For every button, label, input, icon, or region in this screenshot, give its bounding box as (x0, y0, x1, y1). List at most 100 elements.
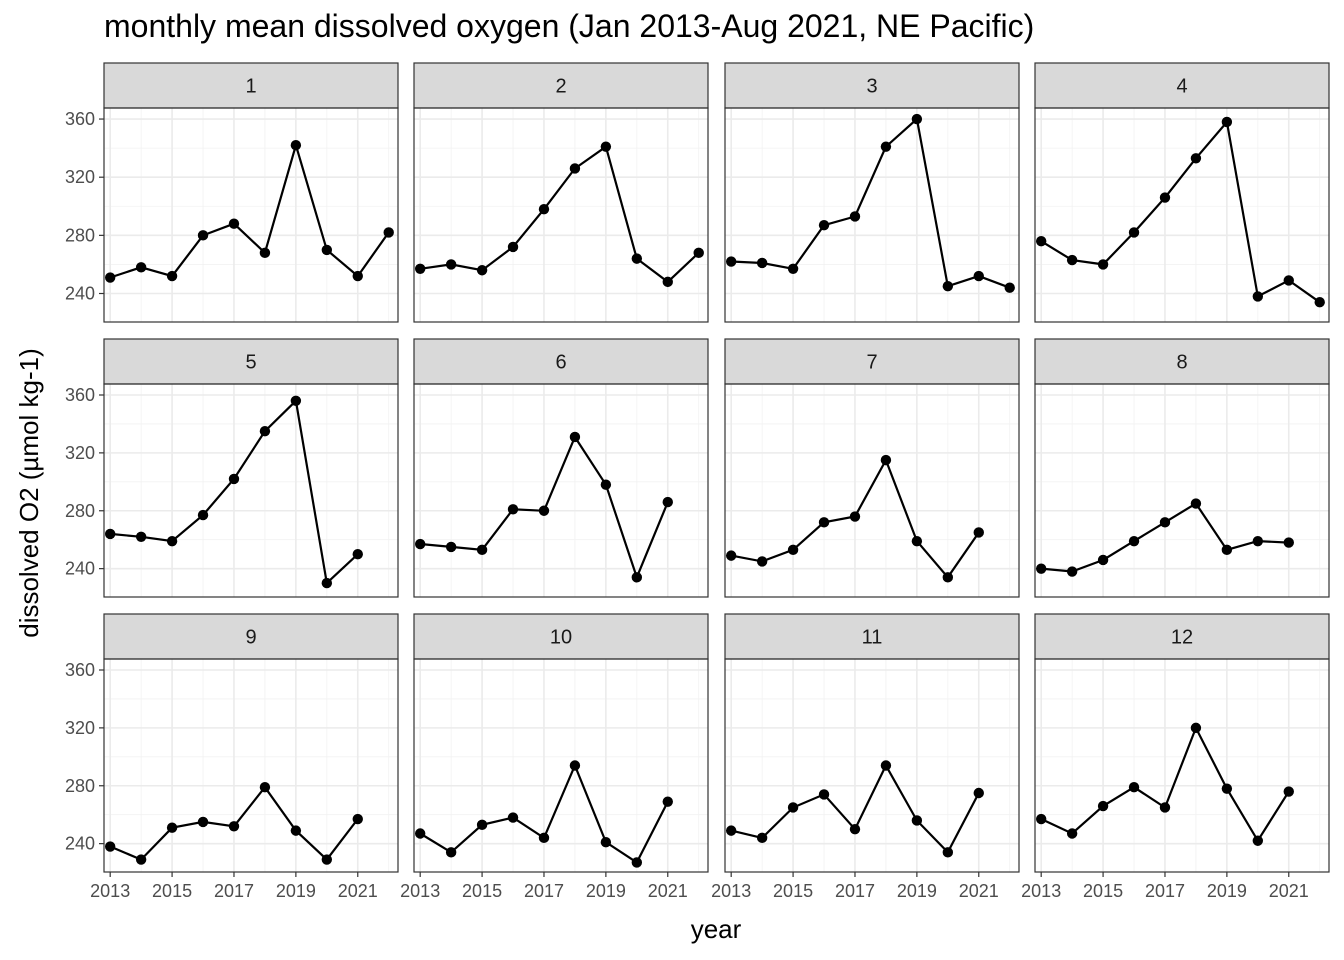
data-point (135, 262, 147, 273)
data-point (321, 854, 333, 865)
data-point (507, 241, 519, 253)
data-point (259, 782, 271, 793)
data-point (290, 140, 302, 151)
panel-background (1035, 108, 1329, 322)
data-point (228, 473, 240, 485)
facet-panel-10: 10 2013 2015 2017 2019 2021 (400, 613, 709, 901)
facet-strip (724, 62, 1020, 109)
data-point (631, 253, 643, 264)
data-point (662, 276, 673, 288)
facet-strip-label: 3 (866, 76, 877, 98)
panel-background (414, 108, 708, 322)
facet-panel-1: 1 240 280 320 360 (65, 62, 399, 323)
data-point (911, 535, 923, 547)
data-point (1066, 254, 1078, 266)
x-tick-label: 2015 (773, 881, 813, 901)
data-point (911, 113, 923, 125)
data-point (321, 577, 333, 589)
panel-background (1035, 384, 1329, 597)
data-point (197, 230, 209, 241)
x-axis-title: year (691, 914, 742, 944)
data-point (1128, 782, 1140, 793)
facet-strip-label: 1 (245, 76, 256, 98)
data-point (569, 760, 581, 771)
data-point (383, 227, 394, 238)
x-tick-label: 2021 (648, 881, 688, 901)
data-point (1190, 153, 1202, 164)
data-point (818, 219, 830, 231)
y-tick-label: 320 (65, 718, 95, 738)
data-point (787, 263, 799, 274)
data-point (352, 548, 363, 560)
facet-panel-12: 12 2013 2015 2017 2019 2021 (1021, 613, 1330, 901)
y-tick-label: 320 (65, 167, 95, 187)
facet-panel-11: 11 2013 2015 2017 2019 2021 (711, 613, 1020, 901)
panel-border (724, 107, 1020, 323)
data-point (414, 538, 426, 550)
data-point (600, 836, 612, 848)
data-point (352, 270, 363, 282)
facet-strip (413, 62, 709, 109)
facet-strip (1034, 62, 1330, 109)
facet-panel-6: 6 (413, 338, 709, 598)
panel-background (104, 659, 398, 872)
data-point (1252, 535, 1264, 547)
data-point (228, 821, 240, 832)
series-line (109, 141, 390, 279)
chart-title: monthly mean dissolved oxygen (Jan 2013-… (104, 8, 1035, 44)
facet-panel-4: 4 (1034, 62, 1330, 323)
data-point (787, 544, 799, 556)
data-point (1159, 517, 1171, 528)
data-point (1221, 783, 1233, 794)
data-point (1128, 227, 1140, 238)
facet-strip-label: 4 (1176, 76, 1187, 98)
panel-border (724, 658, 1020, 873)
data-point (818, 789, 830, 800)
data-point (507, 504, 519, 515)
data-point (507, 812, 519, 823)
data-point (1035, 563, 1047, 574)
data-point (1128, 535, 1140, 547)
data-point (756, 556, 768, 567)
x-tick-label: 2013 (711, 881, 751, 901)
facet-strip-label: 2 (555, 76, 566, 98)
series-line (731, 116, 1011, 289)
data-point (1035, 235, 1047, 247)
facet-strip-label: 12 (1171, 627, 1193, 649)
panel-border (413, 383, 709, 598)
data-point (1190, 722, 1202, 734)
data-point (414, 828, 426, 839)
data-point (756, 257, 768, 269)
data-point (197, 816, 209, 828)
x-tick-label: 2015 (462, 881, 502, 901)
y-tick-label: 360 (65, 109, 95, 129)
facet-strip (413, 338, 709, 385)
x-tick-label: 2019 (276, 881, 316, 901)
data-point (880, 760, 892, 771)
panel-background (414, 384, 708, 597)
x-tick-label: 2013 (400, 881, 440, 901)
data-point (445, 847, 457, 858)
data-point (1221, 544, 1233, 556)
data-point (259, 425, 271, 437)
facet-strip-label: 7 (866, 352, 877, 374)
panel-border (1034, 658, 1330, 873)
facet-strip-label: 8 (1176, 352, 1187, 374)
y-tick-label: 280 (65, 501, 95, 521)
data-point (725, 256, 737, 267)
facet-strip-label: 10 (550, 627, 572, 649)
panel-border (103, 658, 399, 873)
y-tick-label: 280 (65, 225, 95, 245)
panel-border (1034, 383, 1330, 598)
data-point (104, 272, 116, 283)
x-tick-label: 2015 (1083, 881, 1123, 901)
x-tick-label: 2021 (338, 881, 378, 901)
panel-background (725, 108, 1019, 322)
facet-strip (413, 613, 709, 660)
data-point (1283, 537, 1294, 548)
data-point (942, 572, 954, 583)
data-point (290, 395, 302, 406)
data-point (631, 857, 643, 868)
data-point (321, 244, 333, 256)
